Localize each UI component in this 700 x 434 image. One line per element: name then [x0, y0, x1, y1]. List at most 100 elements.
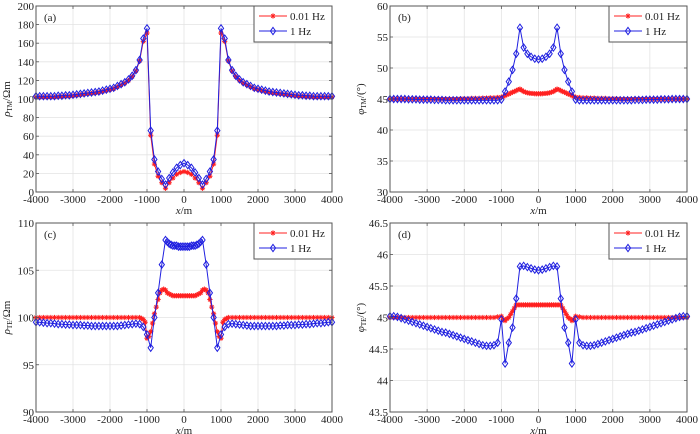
- y-tick-label: 35: [377, 156, 389, 168]
- y-tick-label: 30: [377, 187, 389, 199]
- data-point: [472, 95, 478, 101]
- data-point: [229, 68, 235, 74]
- y-axis-label: ρTE/Ωm: [1, 300, 14, 335]
- data-point: [166, 180, 172, 186]
- x-tick-label: -1000: [489, 414, 515, 426]
- data-point: [140, 316, 146, 322]
- data-point: [142, 319, 148, 325]
- data-point: [542, 52, 550, 62]
- data-point: [70, 314, 76, 321]
- data-point: [307, 94, 313, 100]
- data-point: [561, 323, 568, 333]
- data-point: [501, 359, 509, 368]
- data-point: [210, 313, 217, 322]
- data-point: [511, 305, 517, 311]
- data-point: [177, 169, 183, 176]
- data-point: [225, 314, 231, 321]
- legend-marker-diamond: [269, 26, 277, 36]
- data-point: [435, 326, 442, 336]
- data-point: [509, 308, 516, 314]
- y-tick-label: 40: [23, 150, 35, 162]
- data-point: [273, 314, 280, 321]
- data-point: [511, 88, 517, 95]
- data-point: [457, 333, 464, 343]
- data-point: [550, 261, 557, 271]
- x-tick-label: 3000: [639, 194, 662, 206]
- data-point: [188, 163, 195, 173]
- data-point: [288, 92, 294, 98]
- x-tick-label: 4000: [321, 194, 344, 206]
- data-point: [259, 314, 265, 321]
- data-point: [103, 88, 109, 94]
- data-point: [205, 290, 211, 296]
- data-point: [613, 314, 620, 321]
- data-point: [262, 314, 268, 321]
- data-point: [199, 235, 206, 245]
- data-point: [567, 92, 573, 98]
- data-point: [125, 77, 132, 83]
- data-point: [647, 96, 653, 102]
- data-point: [606, 96, 612, 102]
- data-point: [96, 314, 102, 321]
- y-tick-label: 95: [23, 360, 35, 372]
- data-point: [390, 311, 397, 321]
- x-tick-label: -3000: [60, 194, 86, 206]
- x-tick-label: -2000: [97, 194, 123, 206]
- data-point: [516, 23, 524, 33]
- data-point: [464, 335, 472, 345]
- data-point: [476, 314, 482, 321]
- data-point: [475, 339, 483, 349]
- data-point: [157, 290, 163, 296]
- data-point: [136, 319, 143, 329]
- data-point: [636, 96, 642, 102]
- data-point: [394, 314, 401, 321]
- series-0-01-hz: [33, 286, 335, 341]
- data-point: [63, 93, 69, 99]
- data-point: [143, 330, 151, 339]
- data-point: [223, 315, 230, 322]
- data-point: [564, 338, 572, 348]
- data-point: [628, 96, 634, 102]
- y-tick-label: 200: [18, 1, 35, 13]
- data-point: [129, 74, 135, 80]
- data-point: [469, 314, 475, 321]
- data-point: [55, 94, 61, 100]
- data-point: [491, 95, 497, 101]
- data-point: [531, 265, 539, 275]
- data-point: [498, 95, 505, 105]
- panel-label: (c): [44, 229, 57, 241]
- data-point: [424, 96, 430, 102]
- data-point: [149, 320, 156, 326]
- data-point: [203, 287, 209, 293]
- y-tick-label: 50: [377, 63, 389, 75]
- data-point: [140, 34, 147, 44]
- data-point: [195, 173, 203, 183]
- data-point: [210, 154, 217, 164]
- data-point: [398, 314, 404, 321]
- data-point: [599, 95, 605, 101]
- y-tick-label: 140: [18, 57, 35, 69]
- data-point: [643, 96, 649, 102]
- data-point: [202, 260, 210, 270]
- data-point: [468, 336, 475, 346]
- data-point: [561, 65, 568, 75]
- x-tick-label: -3000: [60, 414, 86, 426]
- data-point: [192, 175, 198, 181]
- data-point: [107, 314, 113, 321]
- data-point: [77, 314, 83, 321]
- data-point: [417, 96, 423, 102]
- data-point: [563, 90, 569, 96]
- data-point: [173, 241, 180, 251]
- data-point: [325, 314, 331, 321]
- legend-label: 0.01 Hz: [645, 11, 680, 23]
- data-point: [164, 290, 170, 296]
- legend-marker-diamond: [624, 243, 632, 253]
- legend-marker-diamond: [269, 243, 277, 253]
- data-point: [553, 262, 561, 271]
- data-point: [513, 294, 520, 304]
- data-point: [565, 91, 571, 97]
- data-point: [201, 286, 207, 292]
- data-point: [85, 314, 91, 321]
- data-point: [132, 65, 140, 75]
- data-point: [446, 314, 452, 321]
